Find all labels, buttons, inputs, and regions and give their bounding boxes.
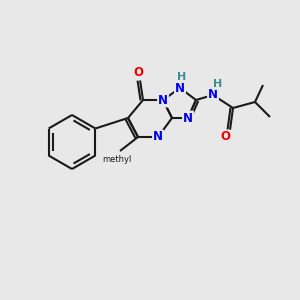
Text: N: N — [208, 88, 218, 101]
Text: O: O — [220, 130, 230, 143]
Text: O: O — [133, 67, 143, 80]
Text: H: H — [177, 72, 187, 82]
Text: N: N — [183, 112, 193, 124]
Text: methyl: methyl — [102, 155, 132, 164]
Text: N: N — [153, 130, 163, 143]
Text: N: N — [175, 82, 185, 94]
Text: H: H — [213, 79, 223, 89]
Text: N: N — [158, 94, 168, 106]
